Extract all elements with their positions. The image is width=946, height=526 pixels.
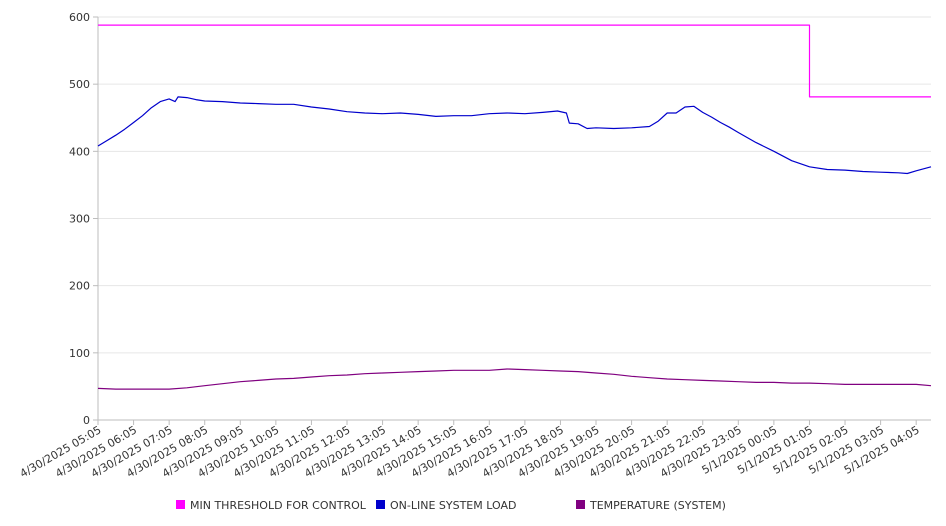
x-tick-labels: 4/30/2025 05:054/30/2025 06:054/30/2025 … (18, 423, 922, 480)
y-tick-label: 400 (69, 145, 90, 158)
series-line-min-threshold-for-control (98, 24, 931, 98)
y-tick-label: 300 (69, 213, 90, 226)
y-tick-labels: 0 100 200 300 400 500 600 (69, 11, 90, 427)
gridlines (98, 16, 931, 421)
legend-swatch-min-threshold-for-control (176, 500, 185, 509)
legend-label-on-line-system-load: ON-LINE SYSTEM LOAD (390, 499, 516, 512)
legend-swatch-on-line-system-load (376, 500, 385, 509)
legend: MIN THRESHOLD FOR CONTROL ON-LINE SYSTEM … (176, 499, 726, 512)
y-tick-label: 600 (69, 11, 90, 24)
y-tick-label: 200 (69, 280, 90, 293)
axes (93, 16, 931, 425)
y-tick-label: 0 (83, 414, 90, 427)
y-tick-label: 500 (69, 78, 90, 91)
series-line-on-line-system-load (97, 96, 932, 175)
legend-swatch-temperature-system (576, 500, 585, 509)
series-lines (97, 24, 932, 390)
legend-label-temperature-system: TEMPERATURE (SYSTEM) (589, 499, 726, 512)
legend-label-min-threshold-for-control: MIN THRESHOLD FOR CONTROL (190, 499, 367, 512)
y-tick-label: 100 (69, 347, 90, 360)
series-line-temperature-system (97, 368, 932, 390)
